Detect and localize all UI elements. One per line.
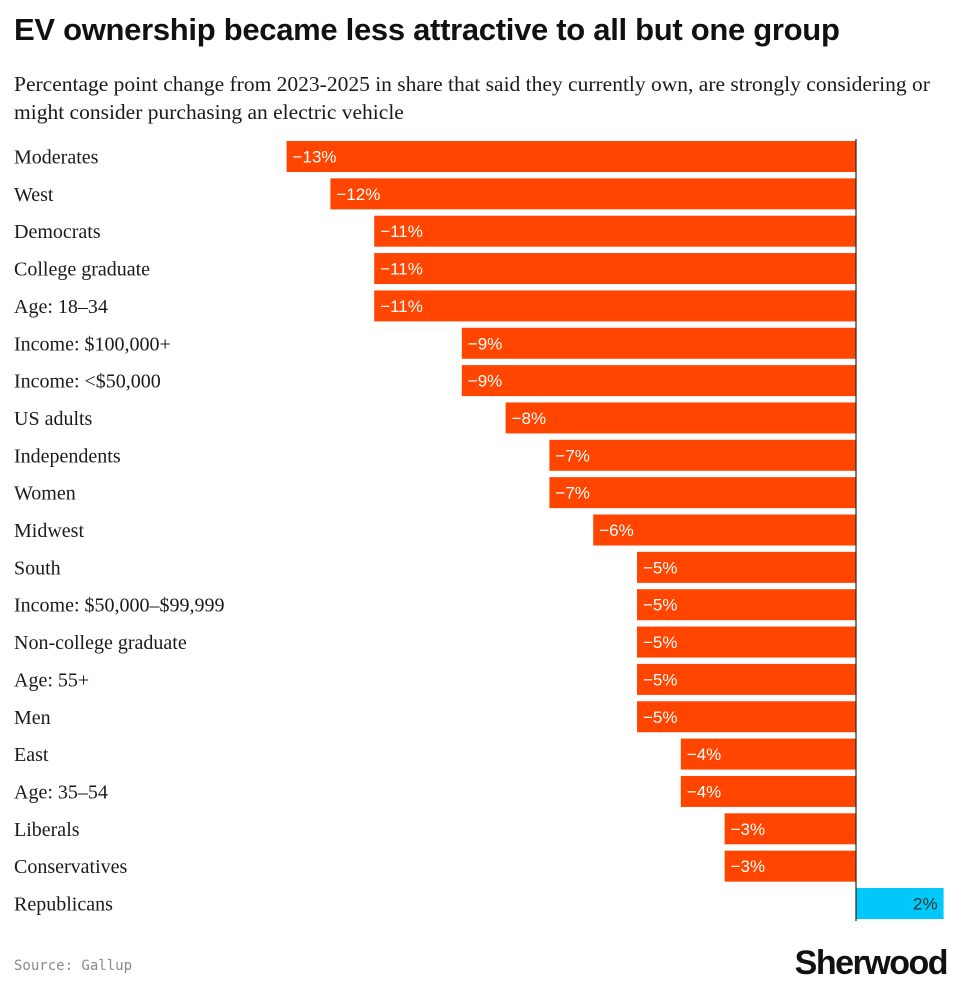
category-label: Moderates xyxy=(14,147,99,169)
category-label: Age: 35–54 xyxy=(14,781,108,803)
bar-value-label: −7% xyxy=(555,446,590,465)
category-label: East xyxy=(14,744,49,766)
bar xyxy=(505,402,856,434)
category-label: Republicans xyxy=(14,894,113,916)
category-label: Midwest xyxy=(14,520,84,542)
category-label: Liberals xyxy=(14,819,80,841)
bar-value-label: −5% xyxy=(643,670,678,689)
value-labels: −13%−12%−11%−11%−11%−9%−9%−8%−7%−7%−6%−5… xyxy=(293,148,938,914)
bar xyxy=(461,365,856,397)
category-label: Age: 55+ xyxy=(14,669,89,691)
bar xyxy=(286,141,857,172)
bar xyxy=(637,551,856,583)
bar xyxy=(724,813,856,845)
bar-value-label: −3% xyxy=(731,857,766,876)
category-labels: Moderates West Democrats College graduate Ag… xyxy=(14,147,225,916)
bar-value-label: −5% xyxy=(643,558,678,577)
category-label: Men xyxy=(14,707,51,729)
bars xyxy=(286,141,944,919)
category-label: Independents xyxy=(14,445,121,467)
bar xyxy=(330,178,856,210)
category-label: Women xyxy=(14,483,76,505)
bar xyxy=(680,738,856,770)
bar-value-label: −12% xyxy=(336,185,380,204)
category-label: Democrats xyxy=(14,221,101,243)
bar xyxy=(549,439,856,471)
category-label: Income: <$50,000 xyxy=(14,371,161,393)
chart-title: EV ownership became less attractive to a… xyxy=(14,12,840,47)
bar-value-label: 2% xyxy=(913,895,938,914)
bar-value-label: −11% xyxy=(380,222,423,241)
bar xyxy=(856,888,944,919)
bar-value-label: −6% xyxy=(599,521,634,540)
category-label: Income: $50,000–$99,999 xyxy=(14,595,225,617)
category-label: Income: $100,000+ xyxy=(14,333,171,355)
category-label: South xyxy=(14,557,61,579)
bar-value-label: −9% xyxy=(468,372,503,391)
bar-value-label: −9% xyxy=(468,334,503,353)
bar-chart: Moderates West Democrats College graduate Ag… xyxy=(14,139,944,921)
bar xyxy=(374,215,856,247)
bar-value-label: −5% xyxy=(643,708,678,727)
category-label: Non-college graduate xyxy=(14,632,187,654)
category-label: West xyxy=(14,184,54,206)
bar-value-label: −3% xyxy=(731,820,766,839)
bar-value-label: −4% xyxy=(687,782,722,801)
bar xyxy=(637,701,856,733)
bar-value-label: −5% xyxy=(643,633,678,652)
bar xyxy=(461,327,856,359)
category-label: College graduate xyxy=(14,259,150,281)
bar-value-label: −5% xyxy=(643,596,678,615)
bar-value-label: −8% xyxy=(512,409,546,428)
bar xyxy=(374,253,856,285)
bar-value-label: −7% xyxy=(555,484,590,503)
category-label: Conservatives xyxy=(14,856,128,878)
bar-value-label: −4% xyxy=(687,745,722,764)
category-label: US adults xyxy=(14,408,93,430)
bar xyxy=(680,775,856,807)
bar xyxy=(549,477,856,509)
source-note: Source: Gallup xyxy=(14,958,133,974)
bar-value-label: −11% xyxy=(380,260,423,279)
bar xyxy=(724,850,856,882)
bar xyxy=(637,663,856,695)
bar xyxy=(637,589,856,621)
bar-value-label: −13% xyxy=(293,148,337,167)
bar-value-label: −11% xyxy=(380,297,423,316)
chart-subtitle: Percentage point change from 2023-2025 i… xyxy=(14,72,930,124)
bar xyxy=(374,290,856,322)
category-label: Age: 18–34 xyxy=(14,296,108,318)
sherwood-logo: Sherwood xyxy=(794,944,949,982)
bar xyxy=(593,514,856,546)
bar xyxy=(637,626,856,658)
